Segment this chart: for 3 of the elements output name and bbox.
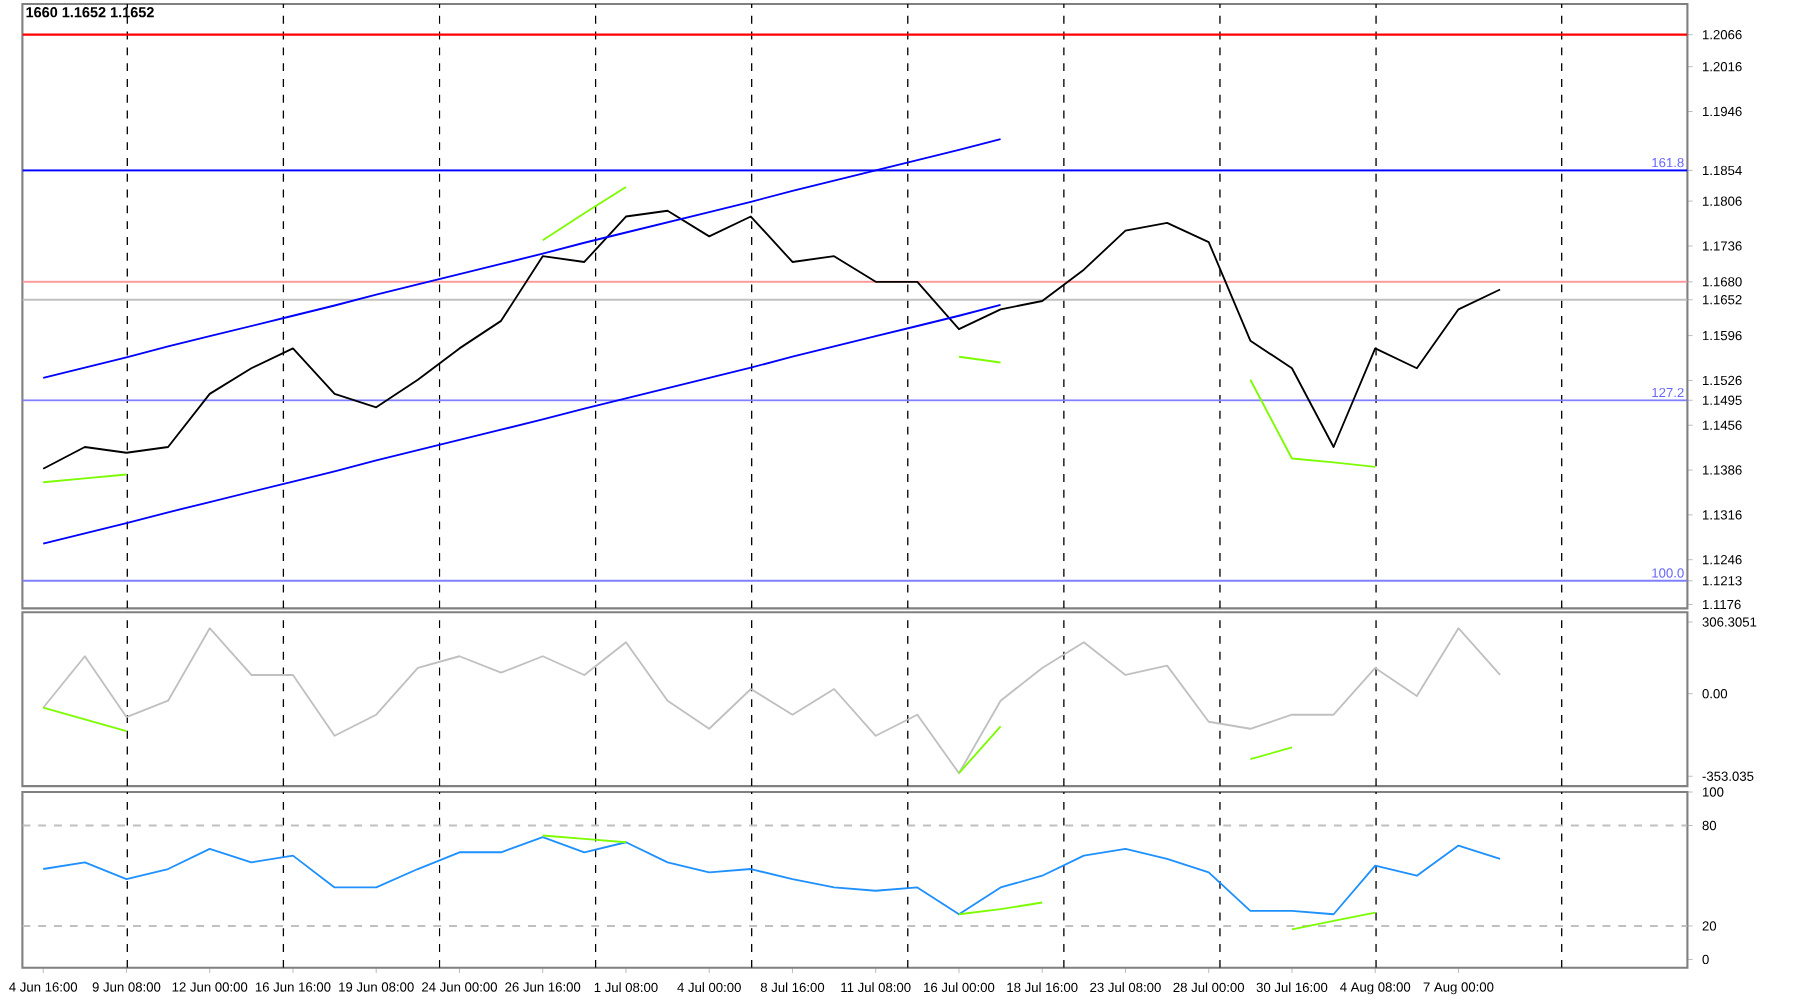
line-series xyxy=(42,836,1502,916)
line-series xyxy=(1249,379,1377,469)
line-series xyxy=(42,627,1502,775)
